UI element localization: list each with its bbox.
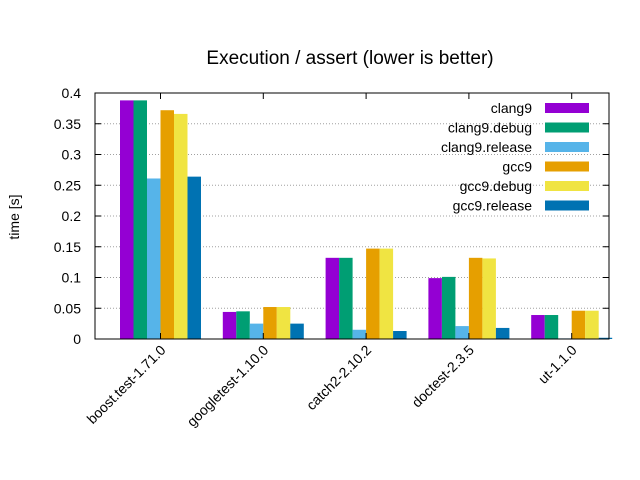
y-tick-label: 0.25 bbox=[54, 177, 81, 193]
bar bbox=[147, 178, 161, 339]
bar bbox=[222, 311, 237, 339]
legend-swatch bbox=[545, 122, 589, 133]
bar bbox=[531, 315, 545, 339]
legend-swatch bbox=[545, 181, 589, 191]
x-tick-label: catch2-2.10.2 bbox=[303, 342, 374, 413]
bar bbox=[263, 307, 277, 339]
bar bbox=[339, 257, 353, 339]
bar bbox=[249, 323, 264, 339]
chart-title: Execution / assert (lower is better) bbox=[206, 48, 493, 69]
bars bbox=[120, 100, 613, 339]
y-tick-label: 0.05 bbox=[54, 300, 81, 316]
y-tick-label: 0 bbox=[73, 331, 81, 347]
legend: clang9 clang9.debug clang9.release gcc9 gcc9… bbox=[441, 100, 589, 214]
x-tick-label: ut-1.1.0 bbox=[535, 342, 580, 387]
y-tick-label: 0.35 bbox=[54, 116, 81, 132]
legend-label: clang9.debug bbox=[448, 120, 532, 136]
legend-swatch bbox=[545, 161, 589, 172]
bar bbox=[571, 310, 586, 339]
bar bbox=[455, 326, 469, 339]
legend-label: gcc9 bbox=[502, 159, 532, 175]
bar bbox=[325, 257, 340, 339]
bar bbox=[495, 327, 510, 339]
bar bbox=[393, 331, 407, 339]
legend-swatch bbox=[545, 200, 589, 211]
bar bbox=[352, 329, 367, 339]
y-tick-label: 0.15 bbox=[54, 239, 81, 255]
bar bbox=[366, 248, 380, 339]
x-tick-label: boost.test-1.71.0 bbox=[84, 342, 169, 427]
bar bbox=[236, 311, 250, 339]
bar bbox=[120, 100, 134, 339]
legend-label: gcc9.debug bbox=[460, 178, 532, 194]
x-tick-label: googletest-1.10.0 bbox=[184, 342, 272, 430]
bar bbox=[133, 100, 147, 339]
bar bbox=[468, 257, 483, 339]
bar bbox=[544, 315, 559, 339]
bar bbox=[160, 110, 174, 339]
legend-label: gcc9.release bbox=[453, 198, 533, 214]
bar bbox=[276, 307, 291, 339]
y-ticks: 0 0.05 0.1 0.15 0.2 0.25 0.3 0.35 0.4 bbox=[54, 85, 609, 347]
y-tick-label: 0.2 bbox=[62, 208, 82, 224]
plot-frame bbox=[94, 92, 610, 340]
legend-swatch bbox=[545, 142, 589, 152]
y-tick-label: 0.4 bbox=[62, 85, 82, 101]
bar bbox=[585, 310, 599, 339]
x-tick-label: doctest-2.3.5 bbox=[408, 342, 477, 411]
y-tick-label: 0.1 bbox=[62, 270, 82, 286]
bar bbox=[441, 276, 456, 339]
bar bbox=[174, 113, 188, 339]
legend-label: clang9 bbox=[491, 100, 532, 116]
bar bbox=[482, 258, 496, 339]
y-tick-label: 0.3 bbox=[62, 147, 82, 163]
legend-swatch bbox=[545, 103, 589, 113]
bar bbox=[379, 248, 394, 339]
bar bbox=[598, 337, 613, 339]
bar bbox=[187, 176, 201, 339]
y-axis-label: time [s] bbox=[6, 194, 22, 239]
legend-label: clang9.release bbox=[441, 139, 532, 155]
bar bbox=[428, 278, 442, 339]
bar bbox=[290, 323, 304, 339]
